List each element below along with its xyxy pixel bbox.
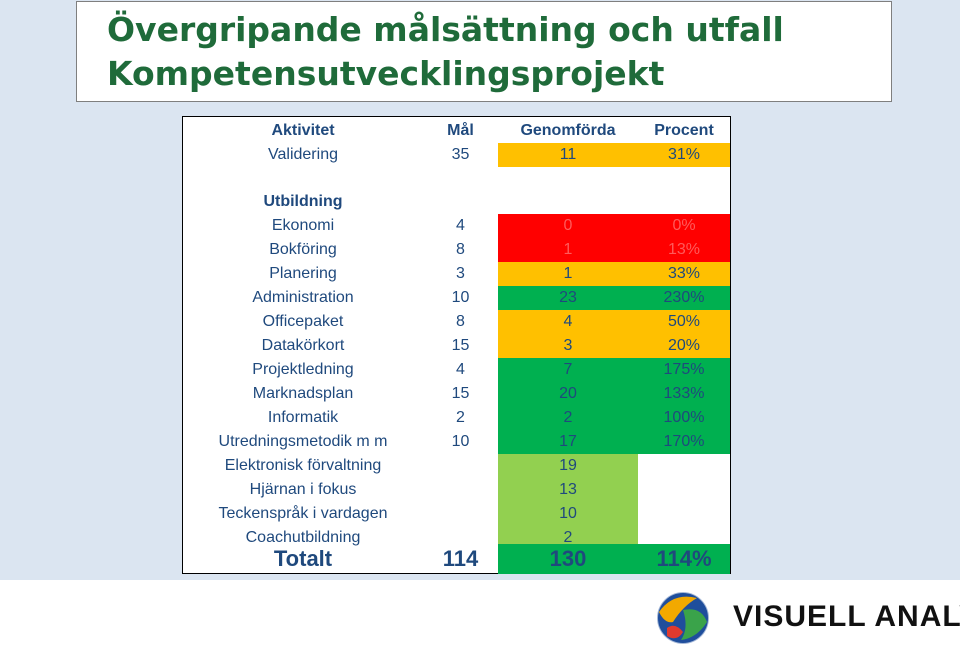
row-label: Administration xyxy=(252,289,354,306)
table-row: Bokföring 8 1 13% xyxy=(183,238,730,262)
row-procent: 230% xyxy=(638,286,730,310)
table-section-row: Utbildning xyxy=(183,190,730,214)
row-label: Utredningsmetodik m m xyxy=(218,433,388,450)
row-procent xyxy=(638,454,730,478)
table-row: Officepaket 8 4 50% xyxy=(183,310,730,334)
row-procent: 20% xyxy=(638,334,730,358)
row-mal: 8 xyxy=(456,241,465,258)
row-label: Coachutbildning xyxy=(245,529,361,546)
section-utbildning: Utbildning xyxy=(263,193,343,210)
row-procent: 31% xyxy=(638,143,730,167)
table-row: Planering 3 1 33% xyxy=(183,262,730,286)
row-label: Marknadsplan xyxy=(252,385,354,402)
row-mal: 4 xyxy=(456,361,465,378)
row-genomforda: 1 xyxy=(498,238,638,262)
row-genomforda: 20 xyxy=(498,382,638,406)
table-row: Ekonomi 4 0 0% xyxy=(183,214,730,238)
logo: VISUELL ANALYS xyxy=(653,588,960,648)
total-mal: 114 xyxy=(442,546,479,571)
table-row: Hjärnan i fokus 13 xyxy=(183,478,730,502)
row-genomforda: 0 xyxy=(498,214,638,238)
globe-logo-icon xyxy=(656,591,710,645)
total-procent: 114% xyxy=(638,544,730,574)
row-genomforda: 1 xyxy=(498,262,638,286)
logo-text: VISUELL ANALYS xyxy=(733,600,960,633)
total-label: Totalt xyxy=(273,546,333,571)
row-label: Bokföring xyxy=(269,241,337,258)
row-mal xyxy=(423,478,498,502)
header-genomforda: Genomförda xyxy=(520,122,616,139)
row-genomforda: 2 xyxy=(498,406,638,430)
row-mal: 10 xyxy=(451,289,470,306)
row-label: Ekonomi xyxy=(271,217,335,234)
row-mal: 35 xyxy=(451,146,470,163)
total-genomforda: 130 xyxy=(498,544,638,574)
row-genomforda: 3 xyxy=(498,334,638,358)
row-label: Planering xyxy=(269,265,337,282)
row-genomforda: 17 xyxy=(498,430,638,454)
table-row: Projektledning 4 7 175% xyxy=(183,358,730,382)
row-mal xyxy=(423,454,498,478)
table-row: Administration 10 23 230% xyxy=(183,286,730,310)
header-mal: Mål xyxy=(447,122,474,139)
table-row-validering: Validering 35 11 31% xyxy=(183,143,730,167)
row-procent: 33% xyxy=(638,262,730,286)
row-procent xyxy=(638,502,730,526)
row-label: Hjärnan i fokus xyxy=(249,481,357,498)
table-row: Teckenspråk i vardagen 10 xyxy=(183,502,730,526)
row-procent: 13% xyxy=(638,238,730,262)
row-procent: 0% xyxy=(638,214,730,238)
table-row: Utredningsmetodik m m 10 17 170% xyxy=(183,430,730,454)
row-genomforda: 11 xyxy=(498,143,638,167)
row-mal: 3 xyxy=(456,265,465,282)
page-subtitle: Kompetensutvecklingsprojekt xyxy=(107,54,665,93)
header-aktivitet: Aktivitet xyxy=(271,122,335,139)
row-genomforda: 23 xyxy=(498,286,638,310)
results-table: Aktivitet Mål Genomförda Procent Valider… xyxy=(182,116,731,574)
table-header-row: Aktivitet Mål Genomförda Procent xyxy=(183,119,730,143)
page-title: Övergripande målsättning och utfall xyxy=(107,10,784,49)
row-genomforda: 13 xyxy=(498,478,638,502)
row-label: Datakörkort xyxy=(261,337,345,354)
row-label: Validering xyxy=(268,146,338,163)
header-procent: Procent xyxy=(654,122,714,139)
row-label: Informatik xyxy=(267,409,339,426)
table-total-row: Totalt 114 130 114% xyxy=(183,544,730,574)
row-procent xyxy=(638,478,730,502)
row-genomforda: 19 xyxy=(498,454,638,478)
title-box: Övergripande målsättning och utfall Komp… xyxy=(76,1,892,102)
row-procent: 100% xyxy=(638,406,730,430)
row-mal: 10 xyxy=(451,433,470,450)
row-procent: 50% xyxy=(638,310,730,334)
row-procent: 133% xyxy=(638,382,730,406)
row-mal: 4 xyxy=(456,217,465,234)
row-procent: 175% xyxy=(638,358,730,382)
row-mal: 15 xyxy=(451,337,470,354)
table-row: Elektronisk förvaltning 19 xyxy=(183,454,730,478)
table-row: Marknadsplan 15 20 133% xyxy=(183,382,730,406)
row-mal: 2 xyxy=(456,409,465,426)
row-genomforda: 4 xyxy=(498,310,638,334)
row-genomforda: 10 xyxy=(498,502,638,526)
row-label: Officepaket xyxy=(262,313,344,330)
table-row: Datakörkort 15 3 20% xyxy=(183,334,730,358)
row-mal: 15 xyxy=(451,385,470,402)
row-genomforda: 7 xyxy=(498,358,638,382)
row-mal xyxy=(423,502,498,526)
row-label: Elektronisk förvaltning xyxy=(224,457,382,474)
row-mal: 8 xyxy=(456,313,465,330)
row-procent: 170% xyxy=(638,430,730,454)
row-label: Projektledning xyxy=(252,361,354,378)
row-label: Teckenspråk i vardagen xyxy=(218,505,388,522)
table-row: Informatik 2 2 100% xyxy=(183,406,730,430)
